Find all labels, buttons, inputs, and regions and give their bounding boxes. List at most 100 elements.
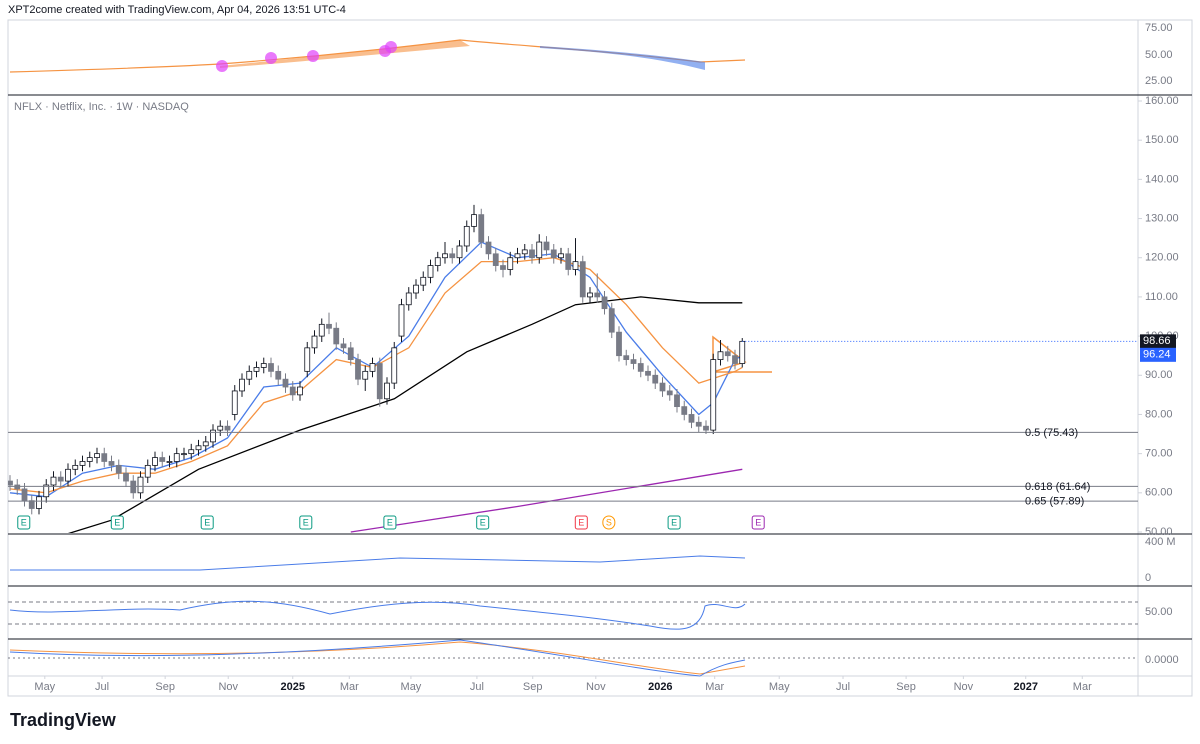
candle-body <box>572 261 579 270</box>
candle-body <box>50 476 57 486</box>
candle-body <box>108 461 115 466</box>
event-marker <box>200 515 214 530</box>
candle-body <box>137 476 144 494</box>
fib-label: 0.65 (57.89) <box>1025 495 1084 507</box>
candle-body <box>695 421 702 427</box>
y-tick-label: 130.00 <box>1145 212 1179 224</box>
frame <box>7 19 1193 697</box>
x-tick-label: Nov <box>218 681 238 693</box>
candle-body <box>645 370 651 376</box>
event-marker <box>110 515 124 530</box>
candle-body <box>289 386 296 396</box>
candle-body <box>558 253 564 259</box>
x-tick-label: 2026 <box>648 681 672 693</box>
candle-body <box>384 382 390 400</box>
candle-body <box>478 214 485 243</box>
y-tick-label: 140.00 <box>1145 173 1179 185</box>
candle-body <box>529 249 535 259</box>
candle-body <box>659 382 666 392</box>
candle-body <box>72 464 79 470</box>
candle-body <box>144 464 151 478</box>
candle-body <box>420 276 427 286</box>
candle-body <box>485 241 492 255</box>
signal-dot <box>385 41 397 53</box>
candle-body <box>463 225 470 247</box>
pane-tick: 0.0000 <box>1145 654 1179 666</box>
candle-body <box>543 241 550 251</box>
x-tick-label: Nov <box>954 681 974 693</box>
candle-body <box>601 296 608 310</box>
candle-body <box>507 257 514 270</box>
y-tick-label: 150.00 <box>1145 134 1179 146</box>
candle-body <box>195 445 202 451</box>
candle-body <box>311 335 318 349</box>
pane-tick: 0 <box>1145 572 1151 584</box>
candle-body <box>101 453 108 462</box>
candle-body <box>456 245 463 259</box>
candle-body <box>703 425 709 431</box>
event-label: E <box>755 517 761 527</box>
candle-body <box>521 249 528 255</box>
candle-body <box>492 253 499 266</box>
candle-body <box>65 468 71 482</box>
candle-body <box>391 347 398 384</box>
pane-tick: 25.00 <box>1145 75 1173 87</box>
event-label: E <box>303 517 309 527</box>
pane-tick: 50.00 <box>1145 49 1173 61</box>
x-tick-label: Nov <box>586 681 606 693</box>
x-tick-label: May <box>34 681 55 693</box>
candle-body <box>246 370 253 380</box>
candle-body <box>369 363 376 372</box>
candle-body <box>86 457 93 462</box>
pane-tick: 50.00 <box>1145 606 1173 618</box>
candle-body <box>297 386 303 396</box>
candle-body <box>253 367 260 372</box>
ma-line <box>350 468 743 533</box>
candle-body <box>173 453 180 462</box>
candle-body <box>340 343 347 349</box>
candle-body <box>666 390 673 396</box>
candle-body <box>36 496 42 509</box>
event-label: S <box>606 517 612 527</box>
candle-body <box>427 265 434 278</box>
event-label: E <box>578 517 584 527</box>
header-title: XPT2come created with TradingView.com, A… <box>8 4 346 16</box>
event-label: E <box>480 517 486 527</box>
pane-tick: 400 M <box>1145 536 1176 548</box>
candle-body <box>449 253 456 259</box>
candle-body <box>166 461 173 463</box>
oscillator-fill <box>540 46 705 70</box>
candle-body <box>188 449 195 455</box>
symbol-title: NFLX · Netflix, Inc. · 1W · NASDAQ <box>14 101 189 113</box>
candle-body <box>594 292 601 298</box>
candle-body <box>362 370 369 380</box>
candle-body <box>587 292 593 298</box>
candle-body <box>637 363 644 372</box>
candle-body <box>471 214 477 227</box>
event-marker <box>476 515 490 530</box>
event-label: E <box>114 517 120 527</box>
macd-line <box>9 639 746 677</box>
y-tick-label: 60.00 <box>1145 487 1173 499</box>
candle-body <box>398 304 405 337</box>
event-label: E <box>387 517 393 527</box>
candle-body <box>724 351 731 357</box>
candle-body <box>608 308 615 333</box>
candle-body <box>28 500 35 509</box>
event-marker <box>667 515 681 530</box>
price-badge-label: 98.66 <box>1143 335 1171 347</box>
candle-body <box>152 457 158 466</box>
candle-body <box>630 359 637 364</box>
candle-body <box>579 261 586 298</box>
candle-body <box>355 359 361 380</box>
x-tick-label: May <box>401 681 422 693</box>
candle-body <box>260 363 267 368</box>
candle-body <box>405 292 412 306</box>
ma-line <box>9 257 743 494</box>
y-tick-label: 50.00 <box>1145 526 1173 538</box>
candle-body <box>123 472 129 482</box>
signal-dot <box>265 52 277 64</box>
candle-body <box>130 480 137 494</box>
candle-body <box>688 414 695 423</box>
